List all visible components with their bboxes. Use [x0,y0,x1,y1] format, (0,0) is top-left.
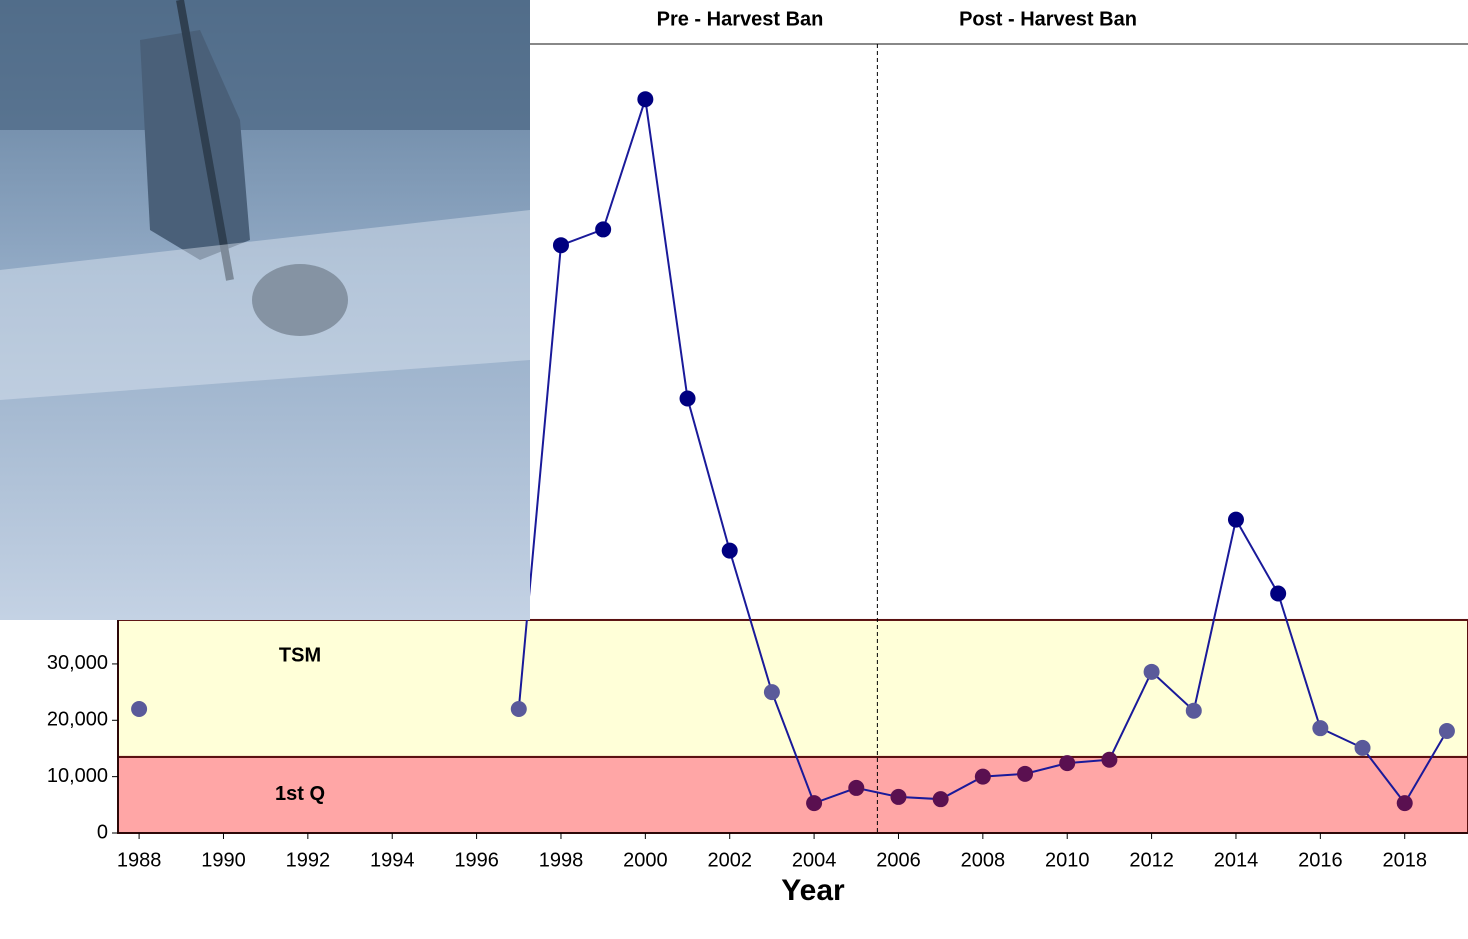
band-label: TSM [279,645,321,667]
point [1017,765,1034,782]
x-tick-label: 2004 [792,849,837,871]
point [510,701,527,718]
y-tick-label: 30,000 [47,652,108,674]
pre-label: Pre - Harvest Ban [657,8,824,30]
x-tick-label: 2008 [961,849,1006,871]
point [890,788,907,805]
x-tick-label: 1988 [117,849,162,871]
point [721,542,738,559]
x-tick-label: 2000 [623,849,668,871]
point [1438,722,1455,739]
point [848,779,865,796]
point [1227,511,1244,528]
x-tick-label: 1990 [201,849,246,871]
band [117,755,1468,834]
point [974,768,991,785]
point [1101,751,1118,768]
x-tick-label: 1996 [454,849,499,871]
photo-basket [252,264,348,336]
point [595,221,612,238]
point [1059,755,1076,772]
x-tick-label: 2014 [1214,849,1259,871]
point [1185,702,1202,719]
x-tick-label: 2018 [1382,849,1427,871]
band-label: 1st Q [275,783,325,805]
photo [0,0,530,620]
y-tick-label: 10,000 [47,765,108,787]
point [1396,795,1413,812]
x-tick-label: 1998 [539,849,584,871]
photo-figure [140,30,250,260]
point [1143,663,1160,680]
x-tick-label: 1994 [370,849,415,871]
x-tick-label: 1992 [286,849,331,871]
point [1312,720,1329,737]
point [806,795,823,812]
x-tick-label: 2002 [707,849,752,871]
band [117,618,1468,758]
x-tick-label: 2006 [876,849,921,871]
post-label: Post - Harvest Ban [959,8,1137,30]
point [552,237,569,254]
point [1270,585,1287,602]
y-tick-label: 20,000 [47,709,108,731]
x-tick-label: 2010 [1045,849,1090,871]
y-tick-label: 0 [97,821,108,843]
x-tick-label: 2016 [1298,849,1343,871]
x-axis-label: Year [781,874,845,907]
photo-pole [176,0,234,281]
point [932,791,949,808]
point [637,91,654,108]
x-tick-label: 2012 [1129,849,1174,871]
point [679,390,696,407]
photo-dark-area [0,0,530,130]
point [131,701,148,718]
photo-fish [0,210,530,400]
point [1354,739,1371,756]
point [763,684,780,701]
